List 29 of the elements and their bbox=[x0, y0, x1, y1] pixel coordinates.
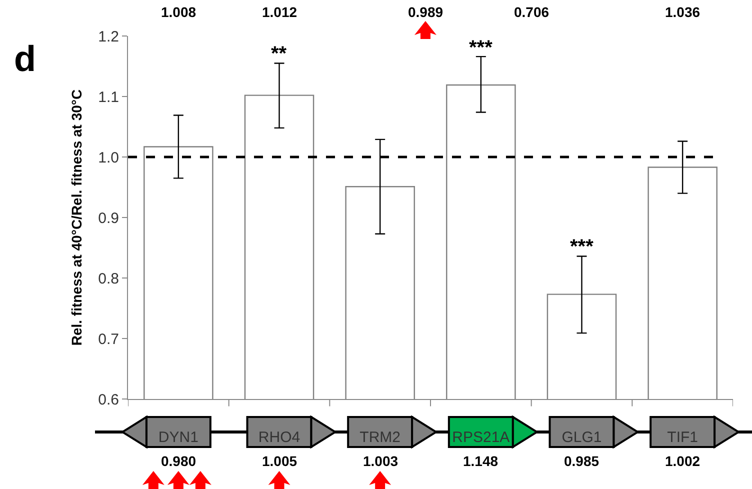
text: d bbox=[14, 38, 36, 79]
y-tick-label: 0.8 bbox=[98, 270, 119, 288]
y-tick-label: 1.2 bbox=[98, 28, 119, 46]
text: 1.002 bbox=[665, 453, 700, 469]
x-tick-label: GLG1 bbox=[562, 429, 602, 446]
x-tick-label: RPS21A bbox=[452, 429, 510, 446]
text: 0.989 bbox=[408, 4, 444, 20]
y-tick-label: 1.0 bbox=[98, 149, 119, 166]
annotation: ** bbox=[271, 43, 287, 65]
y-axis-title: Rel. fitness at 40°C/Rel. fitness at 30°C bbox=[68, 89, 85, 346]
y-tick-label: 0.7 bbox=[98, 330, 119, 348]
text: 1.036 bbox=[665, 4, 700, 20]
text: 0.980 bbox=[161, 453, 196, 469]
y-tick-label: 1.1 bbox=[98, 88, 119, 106]
text: 1.005 bbox=[262, 453, 298, 469]
x-tick-label: DYN1 bbox=[158, 429, 198, 446]
x-tick-label: TRM2 bbox=[360, 429, 400, 446]
x-tick-label: TIF1 bbox=[667, 429, 698, 446]
text: 0.985 bbox=[564, 453, 600, 469]
text: 1.003 bbox=[363, 453, 398, 469]
text: 1.148 bbox=[463, 453, 498, 469]
x-tick-label: RHO4 bbox=[258, 429, 300, 446]
text: 1.008 bbox=[161, 4, 196, 20]
y-tick-label: 0.6 bbox=[98, 391, 119, 408]
annotation: *** bbox=[469, 37, 493, 59]
text: 0.706 bbox=[514, 4, 550, 20]
y-tick-label: 0.9 bbox=[98, 210, 119, 227]
text: 1.012 bbox=[262, 4, 298, 20]
annotation: *** bbox=[570, 236, 594, 258]
